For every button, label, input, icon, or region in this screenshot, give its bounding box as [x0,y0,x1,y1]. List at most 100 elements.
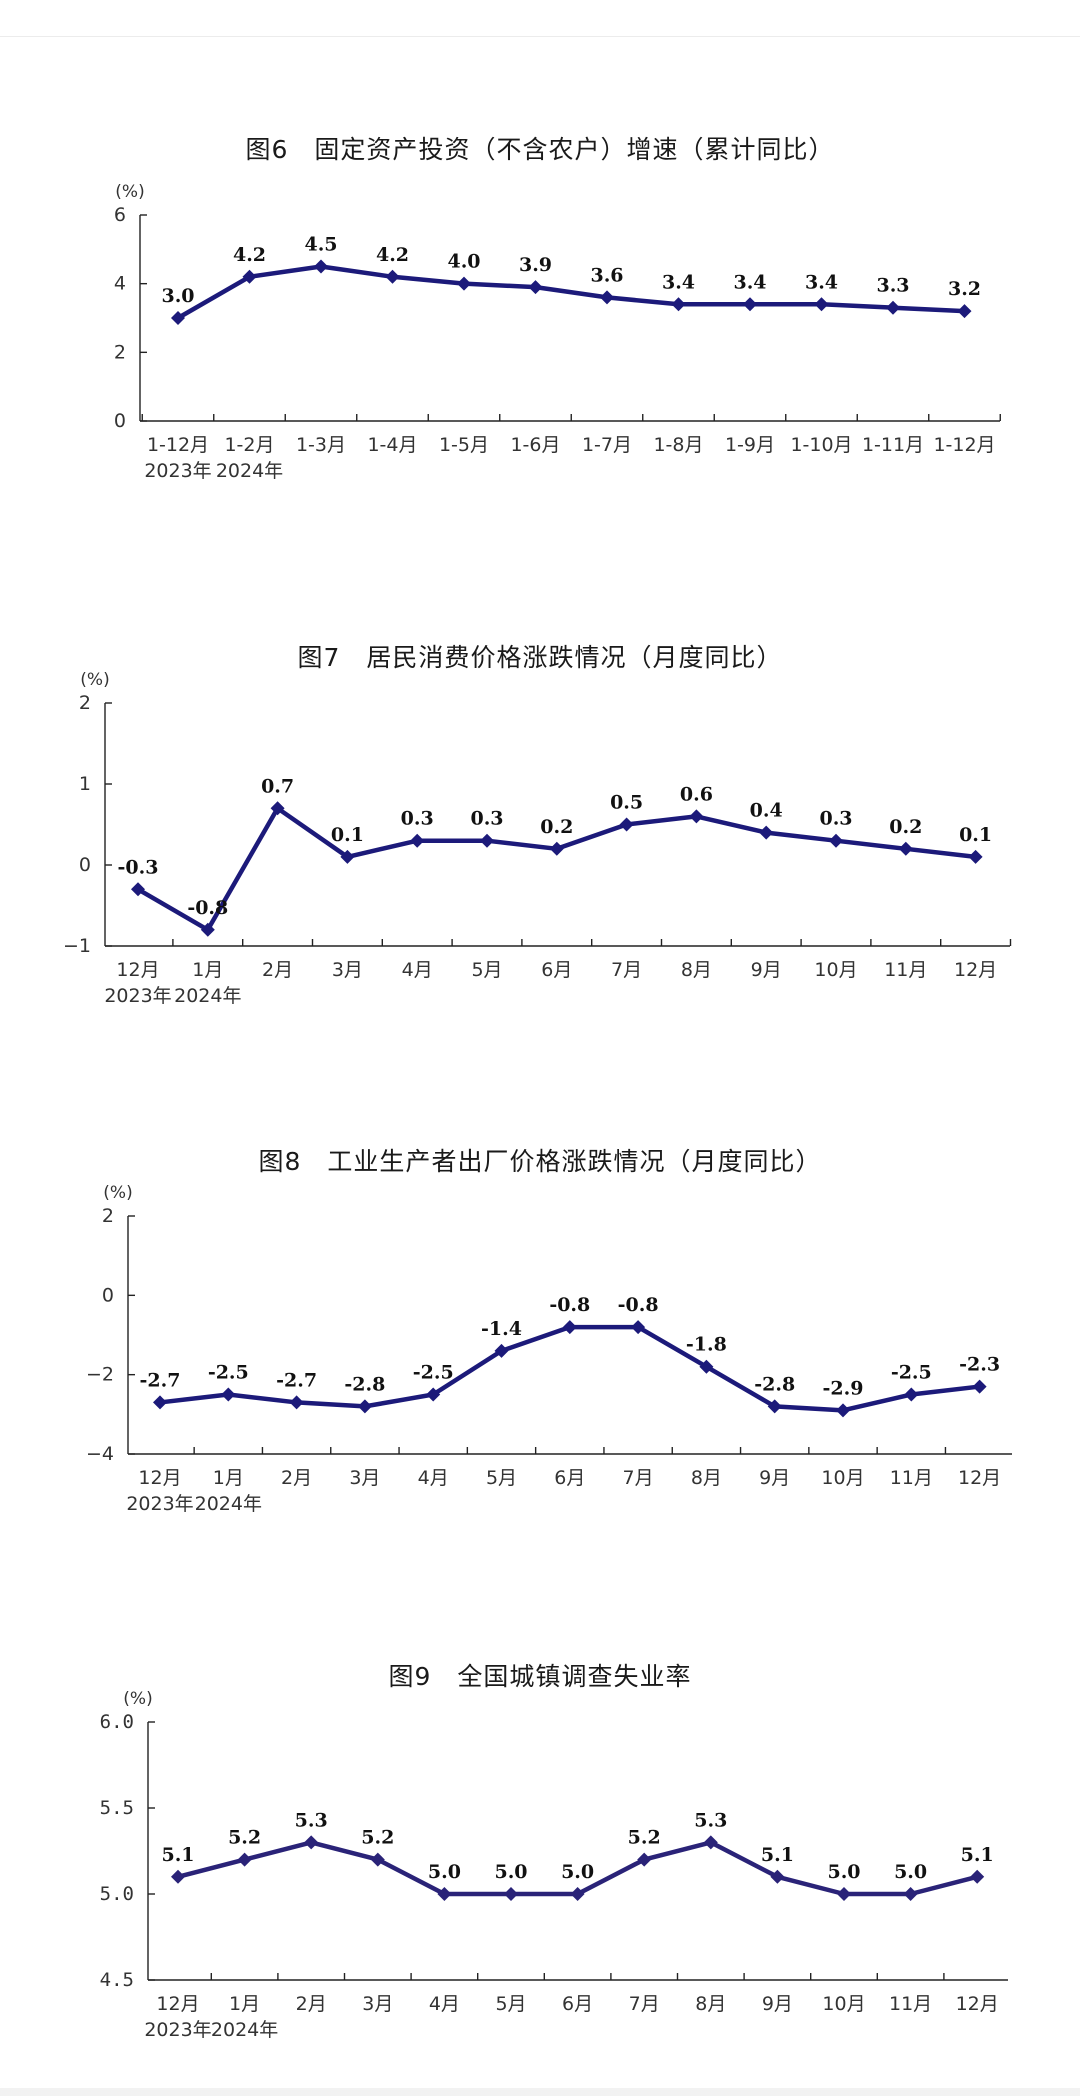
y-tick-label: 0 [79,854,91,876]
data-label: 3.9 [519,254,552,276]
data-point [494,1343,509,1358]
x-tick-label: 9月 [759,1467,790,1489]
x-tick-label: 5月 [495,1993,526,2015]
y-tick-label: 2 [102,1205,114,1227]
data-label: -0.3 [118,856,159,878]
x-tick-label: 10月 [821,1467,864,1489]
x-tick-label: 12月 [958,1467,1001,1489]
data-label: -2.8 [344,1373,385,1395]
data-point [242,269,257,284]
data-label: -0.8 [549,1294,590,1316]
x-year-label: 2024年 [216,460,283,482]
cpi-chart: (%) −1 0 1 2 12月 1月 2月 3月 4月 5月 6月 7月 8月 9月 10月 11月 12月 20… [63,670,1012,1007]
y-tick-label: 5.5 [100,1797,134,1819]
x-tick-label: 4月 [429,1993,460,2015]
x-tick-label: 11月 [884,959,927,981]
data-label: 0.2 [540,816,573,838]
data-label: 4.5 [304,234,337,256]
x-year-label: 2024年 [195,1493,262,1515]
data-label: 0.1 [959,824,992,846]
data-label: 3.2 [948,278,981,300]
data-point [131,882,145,897]
y-tick-label: 2 [114,341,126,363]
y-tick-label: −4 [86,1443,114,1465]
data-point [968,849,983,864]
x-tick-label: 1-12月 [147,434,209,456]
data-point [270,801,285,816]
data-point [562,1320,577,1335]
data-point [314,259,328,274]
x-tick-label: 7月 [623,1467,654,1489]
x-year-label: 2024年 [211,2019,278,2041]
data-label: 5.2 [628,1827,661,1849]
data-label: -2.7 [276,1369,317,1391]
data-point [480,833,494,848]
y-tick-label: 4 [114,273,126,295]
x-year-label: 2023年 [144,460,211,482]
unemployment-chart: (%) 4.5 5.0 5.5 6.0 12月 1月 2月 3月 4月 5月 6月 7月 8月 9月 10月 1… [100,1689,1008,2041]
data-label: 5.0 [561,1861,594,1883]
data-label: 4.0 [447,251,480,273]
bottom-divider [0,2088,1080,2096]
x-tick-label: 1-4月 [367,434,417,456]
x-tick-label: 7月 [629,1993,660,2015]
data-point [237,1852,252,1867]
y-unit-label: (%) [80,670,109,690]
y-tick-label: 5.0 [100,1883,134,1905]
data-point [886,300,900,315]
data-point [972,1379,987,1394]
data-label: 5.0 [494,1861,527,1883]
y-unit-label: (%) [115,182,144,202]
data-point [370,1852,385,1867]
data-label: 4.2 [233,244,266,266]
x-tick-label: 3月 [332,959,363,981]
data-label: 3.3 [876,275,909,297]
data-label: 0.5 [610,792,643,814]
data-label: -2.7 [140,1369,181,1391]
data-label: 3.6 [590,264,623,286]
data-label: 3.4 [733,271,766,293]
data-label: 5.3 [295,1809,328,1831]
x-tick-label: 10月 [814,959,857,981]
x-tick-label: 5月 [486,1467,517,1489]
data-label: -0.8 [618,1294,659,1316]
y-tick-label: 0 [114,410,126,432]
data-point [385,269,400,284]
data-label: 5.1 [961,1844,994,1866]
data-point [703,1835,718,1850]
data-point [504,1887,518,1901]
x-tick-label: 8月 [691,1467,722,1489]
data-label: 0.3 [401,808,434,830]
data-label: 5.1 [161,1844,194,1866]
data-point [304,1835,319,1850]
data-label: 5.1 [761,1844,794,1866]
x-tick-label: 6月 [562,1993,593,2015]
data-label: 0.7 [261,775,294,797]
data-point [289,1395,304,1410]
data-label: 3.4 [662,271,695,293]
x-tick-label: 12月 [138,1467,181,1489]
data-point [410,833,425,848]
x-tick-label: 1-8月 [653,434,703,456]
y-tick-label: 6 [114,204,126,226]
x-year-label: 2024年 [174,985,241,1007]
data-point [767,1399,782,1414]
data-point [340,849,355,864]
data-point [957,304,972,319]
top-divider [0,36,1080,37]
y-unit-label: (%) [103,1183,132,1203]
data-label: 0.3 [819,808,852,830]
y-tick-label: −2 [86,1364,114,1386]
x-tick-label: 1-9月 [725,434,775,456]
y-tick-label: 6.0 [100,1711,134,1733]
data-point [570,1887,585,1901]
data-point [898,841,913,856]
x-year-label: 2023年 [144,2019,211,2041]
y-tick-label: 0 [102,1284,114,1306]
data-point [836,1403,850,1418]
ppi-chart: (%) −4 −2 0 2 12月 1月 2月 3月 4月 5月 6月 7月 8月 9月 10月 11月 12月 2… [86,1183,1012,1515]
chart-title: 图9 全国城镇调查失业率 [388,1662,692,1691]
data-point [829,833,843,848]
data-point [904,1387,919,1402]
data-label: -0.8 [187,897,228,919]
